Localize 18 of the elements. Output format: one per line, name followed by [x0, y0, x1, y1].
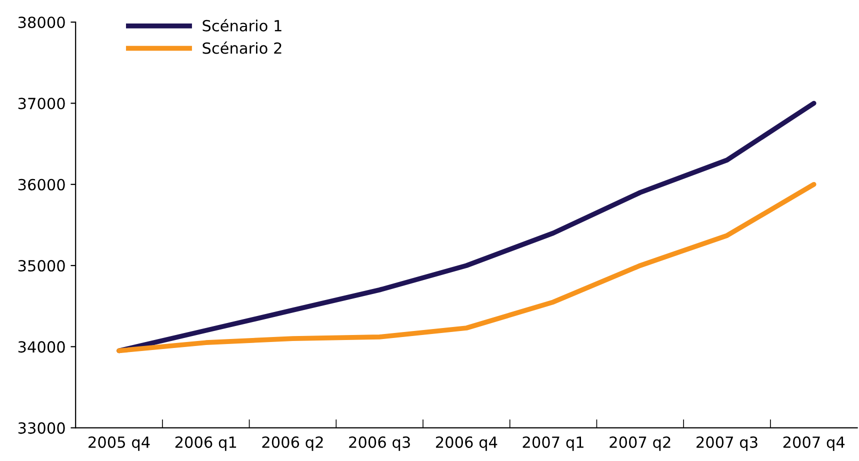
legend-label: Scénario 1	[202, 19, 282, 32]
y-tick-label: 33000	[18, 422, 65, 434]
x-tick-label: 2007 q2	[610, 436, 670, 451]
x-tick-label: 2007 q4	[783, 436, 845, 451]
y-tick-label: 34000	[18, 341, 65, 353]
x-tick-label: 2007 q3	[696, 436, 758, 451]
x-tick-label: 2007 q1	[522, 436, 584, 451]
x-tick-label: 2006 q3	[349, 436, 410, 451]
x-tick-label: 2006 q2	[262, 436, 323, 451]
legend-label: Scénario 2	[202, 41, 282, 54]
x-tick-label: 2006 q1	[175, 436, 236, 451]
y-tick-label: 38000	[18, 16, 65, 28]
line-series	[116, 182, 816, 354]
y-tick-label: 37000	[18, 98, 65, 110]
y-tick-label: 35000	[18, 260, 65, 272]
x-tick-label: 2006 q4	[436, 436, 498, 451]
x-tick-label: 2005 q4	[88, 436, 150, 451]
y-tick-label: 36000	[18, 178, 65, 190]
